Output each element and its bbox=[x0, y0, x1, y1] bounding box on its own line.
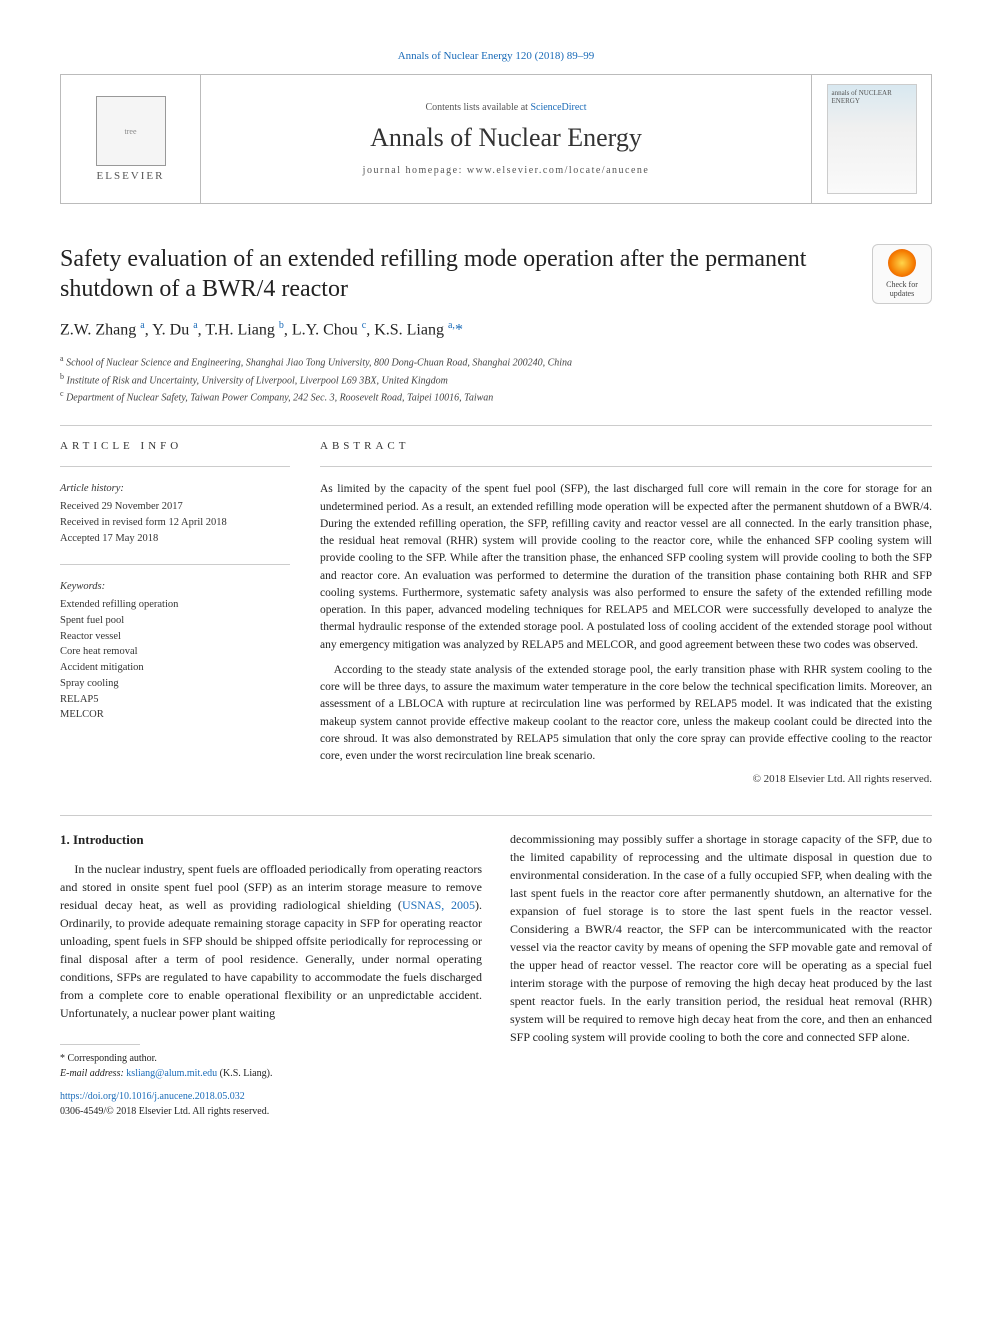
journal-name: Annals of Nuclear Energy bbox=[370, 123, 642, 153]
authors-line: Z.W. Zhang a, Y. Du a, T.H. Liang b, L.Y… bbox=[60, 320, 932, 339]
keyword-0: Extended refilling operation bbox=[60, 597, 290, 613]
ref-link-usnas[interactable]: USNAS, 2005 bbox=[402, 898, 475, 912]
email-name: (K.S. Liang). bbox=[217, 1068, 272, 1079]
divider-top bbox=[60, 425, 932, 426]
copyright-line: © 2018 Elsevier Ltd. All rights reserved… bbox=[320, 773, 932, 785]
citation-text[interactable]: Annals of Nuclear Energy 120 (2018) 89–9… bbox=[398, 50, 595, 62]
header-center: Contents lists available at ScienceDirec… bbox=[201, 75, 811, 203]
abstract-p1: As limited by the capacity of the spent … bbox=[320, 481, 932, 654]
keyword-3: Core heat removal bbox=[60, 644, 290, 660]
article-title: Safety evaluation of an extended refilli… bbox=[60, 244, 852, 304]
keyword-4: Accident mitigation bbox=[60, 660, 290, 676]
crossmark-icon bbox=[888, 249, 916, 277]
contents-text: Contents lists available at bbox=[425, 102, 530, 113]
intro-heading: 1. Introduction bbox=[60, 830, 482, 850]
abstract-label: abstract bbox=[320, 440, 932, 452]
doi-block: https://doi.org/10.1016/j.anucene.2018.0… bbox=[60, 1089, 482, 1119]
history-block: Article history: Received 29 November 20… bbox=[60, 481, 290, 546]
footnote-block: * Corresponding author. E-mail address: … bbox=[60, 1044, 482, 1081]
corresponding-author: * Corresponding author. bbox=[60, 1051, 482, 1066]
elsevier-logo: tree bbox=[96, 96, 166, 166]
info-abstract-row: article info Article history: Received 2… bbox=[60, 440, 932, 785]
history-line-0: Received 29 November 2017 bbox=[60, 499, 290, 515]
intro-p2: decommissioning may possibly suffer a sh… bbox=[510, 830, 932, 1046]
info-divider-2 bbox=[60, 564, 290, 565]
title-row: Safety evaluation of an extended refilli… bbox=[60, 244, 932, 304]
keywords-block: Keywords: Extended refilling operation S… bbox=[60, 579, 290, 723]
page-root: Annals of Nuclear Energy 120 (2018) 89–9… bbox=[0, 0, 992, 1169]
cover-box: annals of NUCLEAR ENERGY bbox=[811, 75, 931, 203]
journal-header: tree ELSEVIER Contents lists available a… bbox=[60, 74, 932, 204]
keyword-7: MELCOR bbox=[60, 707, 290, 723]
doi-link[interactable]: https://doi.org/10.1016/j.anucene.2018.0… bbox=[60, 1091, 245, 1102]
homepage-line: journal homepage: www.elsevier.com/locat… bbox=[363, 165, 650, 176]
info-label: article info bbox=[60, 440, 290, 452]
divider-bottom bbox=[60, 815, 932, 816]
check-updates-badge[interactable]: Check for updates bbox=[872, 244, 932, 304]
affiliation-b: b Institute of Risk and Uncertainty, Uni… bbox=[60, 371, 932, 388]
contents-line: Contents lists available at ScienceDirec… bbox=[425, 102, 586, 113]
keyword-5: Spray cooling bbox=[60, 676, 290, 692]
footnote-rule bbox=[60, 1044, 140, 1045]
info-divider-1 bbox=[60, 466, 290, 467]
cover-thumbnail: annals of NUCLEAR ENERGY bbox=[827, 84, 917, 194]
keyword-6: RELAP5 bbox=[60, 692, 290, 708]
intro-p1: In the nuclear industry, spent fuels are… bbox=[60, 860, 482, 1022]
citation-link: Annals of Nuclear Energy 120 (2018) 89–9… bbox=[60, 50, 932, 62]
abstract-col: abstract As limited by the capacity of t… bbox=[320, 440, 932, 785]
email-link[interactable]: ksliang@alum.mit.edu bbox=[126, 1068, 217, 1079]
abstract-p2: According to the steady state analysis o… bbox=[320, 662, 932, 766]
history-line-1: Received in revised form 12 April 2018 bbox=[60, 515, 290, 531]
publisher-label: ELSEVIER bbox=[97, 170, 165, 182]
affiliation-a: a School of Nuclear Science and Engineer… bbox=[60, 353, 932, 370]
abstract-divider bbox=[320, 466, 932, 467]
history-line-2: Accepted 17 May 2018 bbox=[60, 531, 290, 547]
email-label: E-mail address: bbox=[60, 1068, 126, 1079]
cover-thumb-title: annals of NUCLEAR ENERGY bbox=[832, 89, 912, 105]
keyword-2: Reactor vessel bbox=[60, 629, 290, 645]
check-updates-text: Check for updates bbox=[873, 281, 931, 299]
sciencedirect-link[interactable]: ScienceDirect bbox=[530, 102, 586, 113]
abstract-text: As limited by the capacity of the spent … bbox=[320, 481, 932, 765]
issn-line: 0306-4549/© 2018 Elsevier Ltd. All right… bbox=[60, 1104, 482, 1119]
keywords-heading: Keywords: bbox=[60, 579, 290, 595]
keyword-1: Spent fuel pool bbox=[60, 613, 290, 629]
history-heading: Article history: bbox=[60, 481, 290, 497]
intro-col-right: decommissioning may possibly suffer a sh… bbox=[510, 830, 932, 1119]
email-line: E-mail address: ksliang@alum.mit.edu (K.… bbox=[60, 1066, 482, 1081]
affiliations: a School of Nuclear Science and Engineer… bbox=[60, 353, 932, 405]
intro-two-col: 1. Introduction In the nuclear industry,… bbox=[60, 830, 932, 1119]
intro-col-left: 1. Introduction In the nuclear industry,… bbox=[60, 830, 482, 1119]
publisher-box: tree ELSEVIER bbox=[61, 75, 201, 203]
article-info-col: article info Article history: Received 2… bbox=[60, 440, 290, 785]
affiliation-c: c Department of Nuclear Safety, Taiwan P… bbox=[60, 388, 932, 405]
